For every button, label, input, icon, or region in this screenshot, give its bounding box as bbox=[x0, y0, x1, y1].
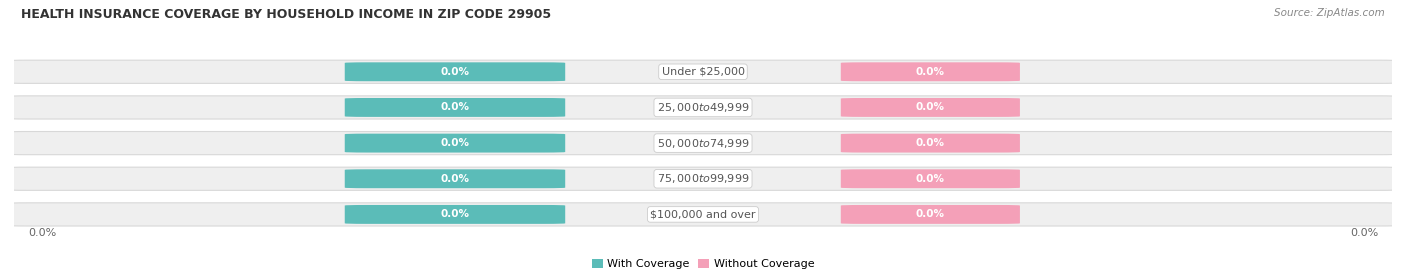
Text: 0.0%: 0.0% bbox=[1350, 228, 1378, 238]
Text: 0.0%: 0.0% bbox=[28, 228, 56, 238]
Text: $75,000 to $99,999: $75,000 to $99,999 bbox=[657, 172, 749, 185]
FancyBboxPatch shape bbox=[344, 62, 565, 81]
Legend: With Coverage, Without Coverage: With Coverage, Without Coverage bbox=[588, 254, 818, 270]
Text: HEALTH INSURANCE COVERAGE BY HOUSEHOLD INCOME IN ZIP CODE 29905: HEALTH INSURANCE COVERAGE BY HOUSEHOLD I… bbox=[21, 8, 551, 21]
FancyBboxPatch shape bbox=[841, 169, 1019, 188]
Text: 0.0%: 0.0% bbox=[915, 174, 945, 184]
FancyBboxPatch shape bbox=[841, 205, 1019, 224]
FancyBboxPatch shape bbox=[7, 131, 1399, 155]
Text: 0.0%: 0.0% bbox=[440, 67, 470, 77]
Text: Source: ZipAtlas.com: Source: ZipAtlas.com bbox=[1274, 8, 1385, 18]
Text: $50,000 to $74,999: $50,000 to $74,999 bbox=[657, 137, 749, 150]
Text: 0.0%: 0.0% bbox=[915, 67, 945, 77]
FancyBboxPatch shape bbox=[841, 98, 1019, 117]
Text: Under $25,000: Under $25,000 bbox=[661, 67, 745, 77]
Text: 0.0%: 0.0% bbox=[915, 210, 945, 220]
FancyBboxPatch shape bbox=[7, 203, 1399, 226]
Text: 0.0%: 0.0% bbox=[915, 138, 945, 148]
Text: 0.0%: 0.0% bbox=[440, 102, 470, 112]
Text: $25,000 to $49,999: $25,000 to $49,999 bbox=[657, 101, 749, 114]
FancyBboxPatch shape bbox=[841, 134, 1019, 153]
FancyBboxPatch shape bbox=[7, 167, 1399, 190]
Text: 0.0%: 0.0% bbox=[440, 210, 470, 220]
FancyBboxPatch shape bbox=[344, 134, 565, 153]
FancyBboxPatch shape bbox=[344, 169, 565, 188]
FancyBboxPatch shape bbox=[344, 205, 565, 224]
Text: 0.0%: 0.0% bbox=[440, 174, 470, 184]
Text: 0.0%: 0.0% bbox=[440, 138, 470, 148]
Text: $100,000 and over: $100,000 and over bbox=[650, 210, 756, 220]
FancyBboxPatch shape bbox=[841, 62, 1019, 81]
FancyBboxPatch shape bbox=[7, 96, 1399, 119]
FancyBboxPatch shape bbox=[7, 60, 1399, 83]
FancyBboxPatch shape bbox=[344, 98, 565, 117]
Text: 0.0%: 0.0% bbox=[915, 102, 945, 112]
